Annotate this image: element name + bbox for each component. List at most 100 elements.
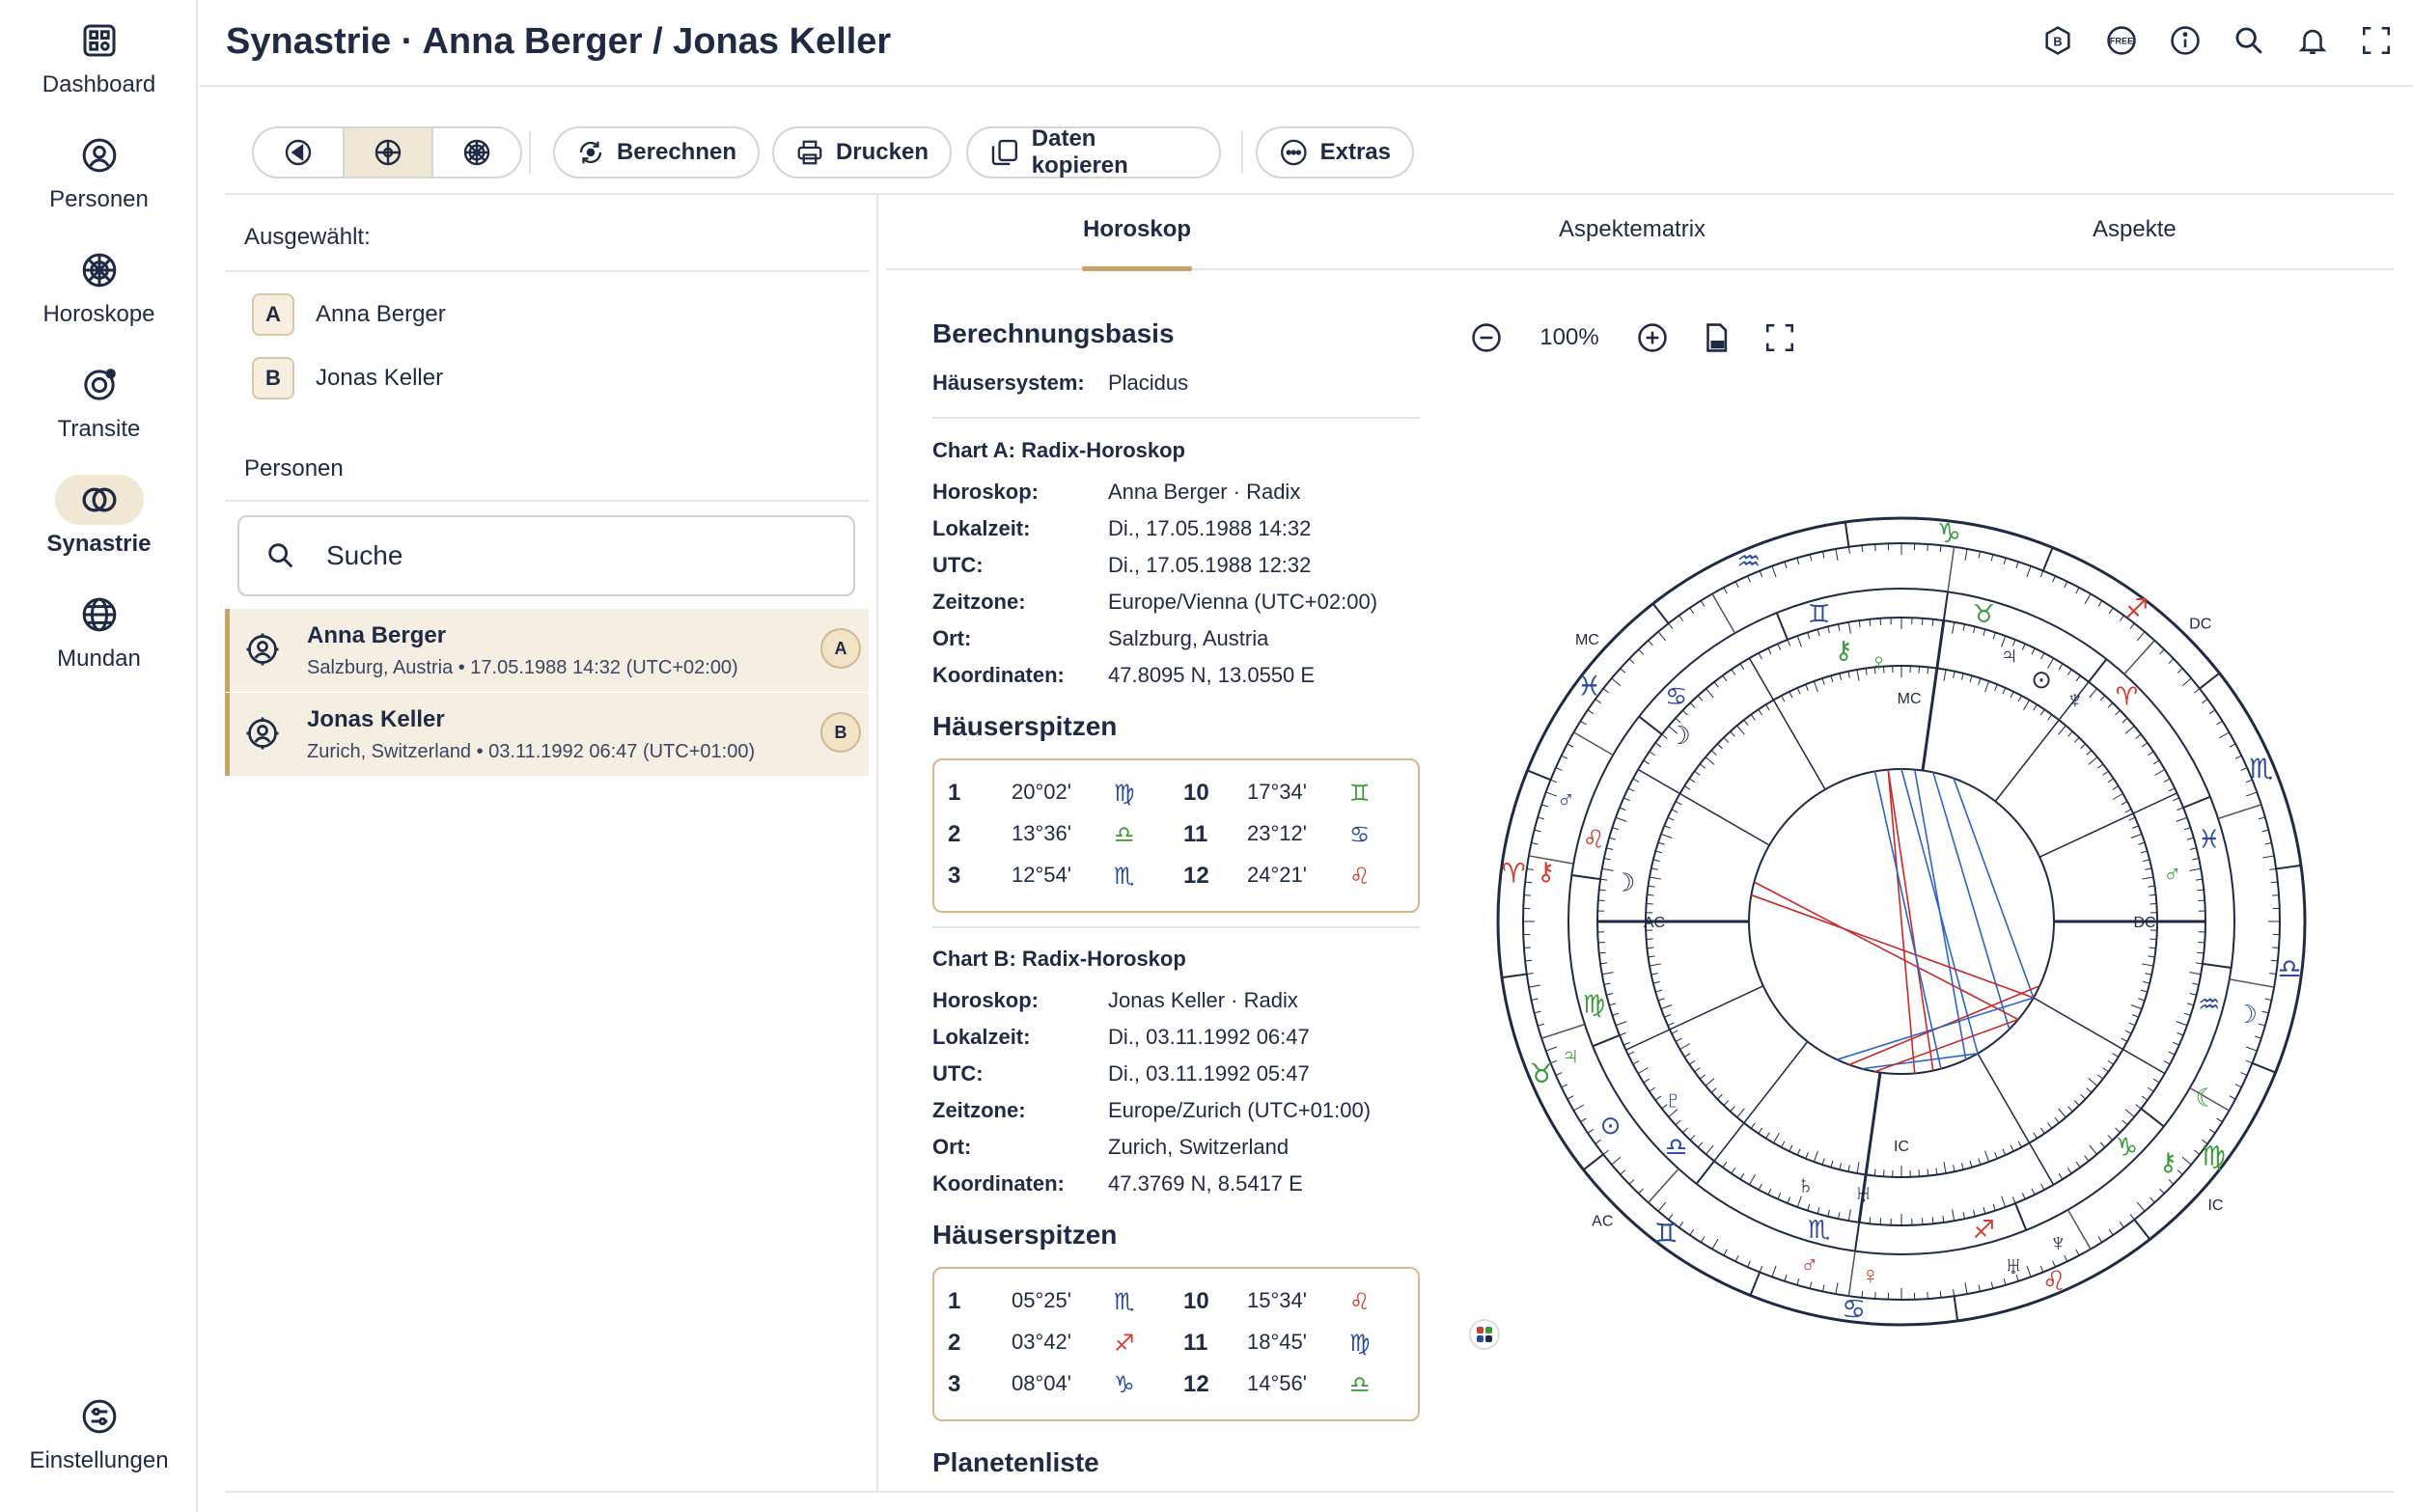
sidebar-item-synastrie[interactable]: Synastrie xyxy=(0,475,198,558)
degree-tick xyxy=(1856,669,1860,681)
degree-tick xyxy=(1835,548,1839,561)
degree-tick xyxy=(1679,1043,1691,1050)
person-list-item[interactable]: Jonas Keller Zurich, Switzerland • 03.11… xyxy=(225,693,869,776)
degree-tick xyxy=(1655,850,1663,854)
degree-tick xyxy=(1847,1209,1851,1222)
degree-tick xyxy=(1682,1127,1688,1134)
chart-wheel-icon[interactable] xyxy=(431,128,520,177)
info-icon[interactable] xyxy=(2166,21,2205,60)
sidebar-item-label: Einstellungen xyxy=(29,1447,169,1473)
extras-button[interactable]: Extras xyxy=(1256,126,1414,179)
degree-tick xyxy=(1661,1104,1668,1110)
fullscreen-icon[interactable] xyxy=(2357,21,2396,60)
degree-tick xyxy=(1561,755,1568,759)
sd-card-export-icon[interactable] xyxy=(1697,318,1735,357)
degree-tick xyxy=(1939,1290,1942,1298)
degree-tick xyxy=(2145,973,2152,976)
zodiac-sign-icon: ♓ xyxy=(2198,825,2220,854)
fullscreen-icon[interactable] xyxy=(1761,318,1799,357)
print-button[interactable]: Drucken xyxy=(772,126,952,179)
degree-tick xyxy=(2197,889,2205,892)
degree-tick xyxy=(2264,998,2272,1001)
degree-tick xyxy=(1962,1212,1965,1220)
free-badge-icon[interactable]: FREE xyxy=(2102,21,2141,60)
degree-tick xyxy=(1960,1163,1964,1170)
calculate-button[interactable]: Berechnen xyxy=(553,126,760,179)
tab-aspekte[interactable]: Aspekte xyxy=(2093,216,2177,242)
zodiac-sign-icon: ♏ xyxy=(2249,754,2273,783)
degree-tick xyxy=(1671,1030,1678,1034)
degree-tick xyxy=(1598,951,1606,954)
degree-tick xyxy=(1758,652,1762,660)
cusp-degree: 05°25' xyxy=(1012,1288,1071,1312)
cusp-degree: 15°34' xyxy=(1247,1288,1307,1312)
tab-horoskop[interactable]: Horoskop xyxy=(1083,216,1192,242)
tab-aspektematrix[interactable]: Aspektematrix xyxy=(1559,216,1706,242)
degree-tick xyxy=(2229,1095,2236,1100)
sign-divider xyxy=(2182,795,2211,809)
person-list-item[interactable]: Anna Berger Salzburg, Austria • 17.05.19… xyxy=(225,609,869,692)
copy-data-button[interactable]: Daten kopieren xyxy=(966,125,1221,179)
degree-tick xyxy=(1952,621,1955,634)
degree-tick xyxy=(1765,704,1770,711)
chart-cross-icon[interactable] xyxy=(343,128,431,177)
sidebar-item-horoskope[interactable]: Horoskope xyxy=(0,245,198,328)
degree-tick xyxy=(2183,1012,2191,1016)
sidebar-item-transite[interactable]: Transite xyxy=(0,360,198,443)
sidebar-item-einstellungen[interactable]: Einstellungen xyxy=(0,1391,198,1474)
degree-tick xyxy=(1689,1135,1696,1141)
planet-icon: ♀ xyxy=(1861,1261,1880,1290)
degree-tick xyxy=(1869,1217,1872,1224)
chart-zoom-controls: 100% xyxy=(1467,318,1799,357)
degree-tick xyxy=(1649,963,1661,967)
degree-tick xyxy=(1650,973,1658,976)
sidebar-item-dashboard[interactable]: Dashboard xyxy=(0,15,198,98)
degree-tick xyxy=(1689,702,1696,708)
degree-tick xyxy=(1657,841,1665,845)
badge-b-icon[interactable]: B xyxy=(2039,21,2077,60)
degree-tick xyxy=(1777,1193,1782,1199)
person-badge: A xyxy=(820,628,861,669)
degree-tick xyxy=(1723,737,1730,743)
sidebar-item-personen[interactable]: Personen xyxy=(0,130,198,213)
chart-b-heading: Chart B: Radix-Horoskop xyxy=(932,947,1186,971)
zoom-out-icon[interactable] xyxy=(1467,318,1506,357)
sign-divider xyxy=(2133,1219,2151,1241)
degree-tick xyxy=(1637,1067,1649,1074)
degree-tick xyxy=(2142,963,2154,967)
synastry-chart-wheel[interactable]: ♏ ♐ ♑ ♒ ♓ ♈ ♉ ♊ ♋ ♌ ♍ ♎ ♍ ♎ ♏ ♐ ♑ ♒ ♓ ♈ ♉ ♊ ♋ ♌ AC DC MC IC AC DC MC IC… xyxy=(1486,507,2316,1336)
degree-tick xyxy=(2002,687,2007,695)
degree-tick xyxy=(2136,631,2146,642)
degree-tick xyxy=(1567,1095,1574,1100)
zoom-in-icon[interactable] xyxy=(1633,318,1672,357)
search-icon[interactable] xyxy=(2230,21,2268,60)
sidebar-item-label: Transite xyxy=(57,416,141,442)
sidebar-item-mundan[interactable]: Mundan xyxy=(0,590,198,673)
chart-left-icon[interactable] xyxy=(254,128,343,177)
degree-tick xyxy=(1612,1012,1620,1016)
degree-tick xyxy=(2269,867,2277,870)
planet-icon: ♃ xyxy=(2000,641,2019,670)
angle-label: DC xyxy=(2133,915,2155,931)
degree-tick xyxy=(1817,629,1820,637)
degree-tick xyxy=(1675,1119,1681,1126)
planet-icon: ⊙ xyxy=(1600,1111,1622,1140)
degree-tick xyxy=(2129,1214,2135,1221)
result-tabs: Horoskop Aspektematrix Aspekte xyxy=(886,195,2394,271)
degree-tick xyxy=(1611,1156,1622,1166)
person-search-input[interactable]: Suche xyxy=(237,515,855,596)
zodiac-sign-icon: ♑ xyxy=(1114,1372,1135,1398)
degree-tick xyxy=(2102,1067,2109,1073)
degree-tick xyxy=(2173,1041,2179,1046)
degree-tick xyxy=(2052,1260,2056,1268)
planet-list-title: Planetenliste xyxy=(932,1447,1099,1477)
degree-tick xyxy=(2064,581,2068,589)
degree-tick xyxy=(1789,1144,1793,1152)
degree-tick xyxy=(1606,847,1614,850)
degree-tick xyxy=(1697,695,1704,701)
person-badge: B xyxy=(820,712,861,753)
degree-tick xyxy=(2128,1022,2136,1027)
bell-icon[interactable] xyxy=(2293,21,2332,60)
color-palette-icon[interactable] xyxy=(1469,1319,1500,1350)
degree-tick xyxy=(1787,639,1791,646)
